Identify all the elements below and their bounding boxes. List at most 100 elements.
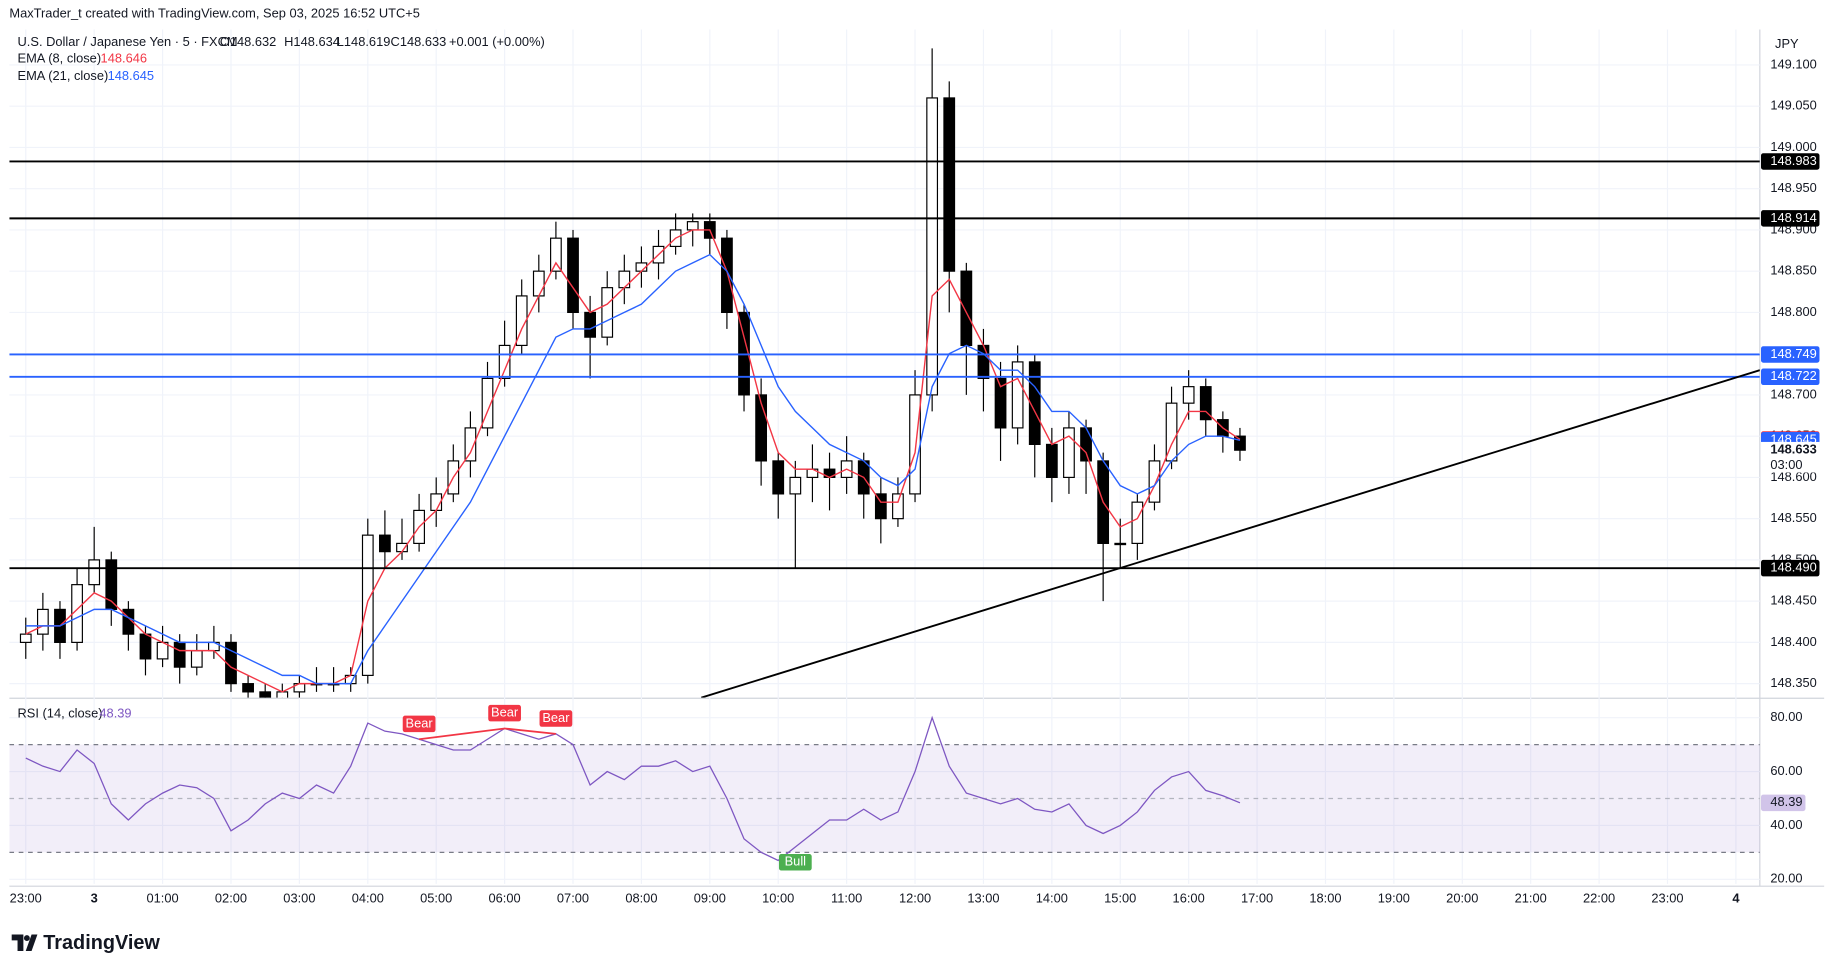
candle-body [36, 608, 49, 635]
ema8-value: 148.646 [101, 50, 147, 65]
y-tick-label: 148.350 [1770, 675, 1816, 690]
rsi-tick-label: 80.00 [1770, 709, 1802, 724]
ohlc-close: C148.633 [391, 34, 447, 49]
candle-body [481, 377, 494, 429]
trend-line [700, 369, 1760, 698]
logo-dot [23, 935, 30, 942]
ema21-name: EMA (21, close) [18, 68, 109, 83]
ohlc-high: H148.634 [284, 34, 340, 49]
level-label: 148.490 [1770, 560, 1816, 575]
y-tick-label: 148.700 [1770, 386, 1816, 401]
signal-box [488, 704, 521, 722]
y-tick-label: 149.050 [1770, 98, 1816, 113]
y-tick-label: 149.100 [1770, 56, 1816, 71]
candle-body [122, 608, 135, 635]
level-label-box [1761, 368, 1820, 386]
level-label: 148.914 [1770, 210, 1816, 225]
x-tick-label: 23:00 [10, 891, 42, 906]
x-tick-label: 4 [1732, 891, 1740, 906]
rsi-line [25, 715, 1241, 862]
candle-body [173, 641, 186, 668]
rsi-tick-label: 20.00 [1770, 871, 1802, 886]
ema-line [25, 229, 1241, 693]
level-label-box [1761, 346, 1820, 363]
x-tick-label: 09:00 [694, 891, 726, 906]
rsi-pane: Bear Bear Bear Bull [9, 704, 1760, 871]
x-tick-label: 15:00 [1104, 891, 1136, 906]
signal-label: Bear [491, 705, 519, 720]
level-label-box [1761, 153, 1820, 170]
candle-body [960, 270, 973, 347]
x-tick-label: 12:00 [899, 891, 931, 906]
x-tick-label: 21:00 [1515, 891, 1547, 906]
ohlc-open: O148.632 [220, 34, 276, 49]
x-tick-label: 22:00 [1583, 891, 1615, 906]
x-tick-label: 11:00 [831, 891, 862, 906]
candle-body [225, 641, 237, 685]
candle-body [1148, 460, 1161, 503]
candle-body [584, 311, 596, 338]
x-tick-label: 19:00 [1378, 891, 1410, 906]
x-tick-label: 02:00 [215, 891, 247, 906]
x-tick-label: 3 [91, 891, 98, 906]
y-tick-label: 149.000 [1770, 139, 1816, 154]
candle-body [1045, 443, 1058, 478]
signal-label: Bear [542, 710, 570, 725]
candle-body [379, 534, 391, 553]
candle-body [242, 683, 254, 693]
price-label-box [1761, 441, 1820, 473]
ema8-name: EMA (8, close) [18, 50, 102, 65]
y-tick-label: 148.400 [1770, 634, 1816, 649]
candle-body [926, 97, 939, 396]
x-tick-label: 01:00 [146, 891, 178, 906]
candle-body [396, 542, 408, 553]
candle-body [464, 427, 477, 462]
price-axis: 148.350148.400148.450148.500148.550148.6… [1761, 56, 1820, 886]
x-tick-label: 03:00 [283, 891, 315, 906]
candle-body [259, 691, 272, 698]
y-tick-label: 148.800 [1770, 304, 1816, 319]
x-tick-label: 10:00 [762, 891, 794, 906]
candle-body [1182, 386, 1195, 404]
x-tick-label: 18:00 [1309, 891, 1341, 906]
candle-body [88, 559, 101, 586]
candle-body [71, 584, 83, 643]
ohlc-low: L148.619 [337, 34, 391, 49]
x-tick-label: 23:00 [1651, 891, 1683, 906]
x-tick-label: 13:00 [967, 891, 999, 906]
candle-body [755, 394, 768, 462]
candle-body [550, 237, 562, 272]
countdown: 03:00 [1770, 457, 1802, 472]
y-tick-label: 148.950 [1770, 180, 1816, 195]
candle-body [1234, 435, 1246, 451]
candle-body [361, 534, 374, 676]
candle-body [498, 344, 511, 380]
rsi-value: 48.39 [99, 706, 131, 721]
legend: U.S. Dollar / Japanese Yen · 5 · FXCM O1… [18, 34, 545, 721]
candle-body [1114, 542, 1127, 546]
signal-box [402, 715, 436, 733]
x-tick-label: 07:00 [557, 891, 589, 906]
candle-body [1063, 427, 1075, 478]
candle-body [1011, 361, 1024, 429]
candle-body [532, 270, 545, 297]
rsi-label: 48.39 [1770, 794, 1802, 809]
candle-body [618, 270, 631, 289]
candle-body [139, 633, 152, 660]
x-tick-label: 04:00 [352, 891, 384, 906]
candle-body [601, 287, 614, 338]
x-tick-label: 14:00 [1036, 891, 1068, 906]
grid: 23:00 3 01:00 02:00 03:00 04:00 05:00 06:00 07:0… [9, 29, 1760, 906]
x-tick-label: 16:00 [1173, 891, 1205, 906]
candle-body [1131, 501, 1144, 544]
candle-body [789, 476, 802, 495]
candle-body [772, 460, 785, 495]
candle-body [909, 394, 921, 495]
symbol: U.S. Dollar / Japanese Yen · 5 · FXCM [18, 34, 238, 49]
level-label: 148.722 [1770, 368, 1816, 383]
candle-body [977, 344, 990, 380]
level-label: 148.983 [1770, 153, 1816, 168]
logo-icon [11, 934, 38, 952]
candle-body [686, 221, 699, 231]
